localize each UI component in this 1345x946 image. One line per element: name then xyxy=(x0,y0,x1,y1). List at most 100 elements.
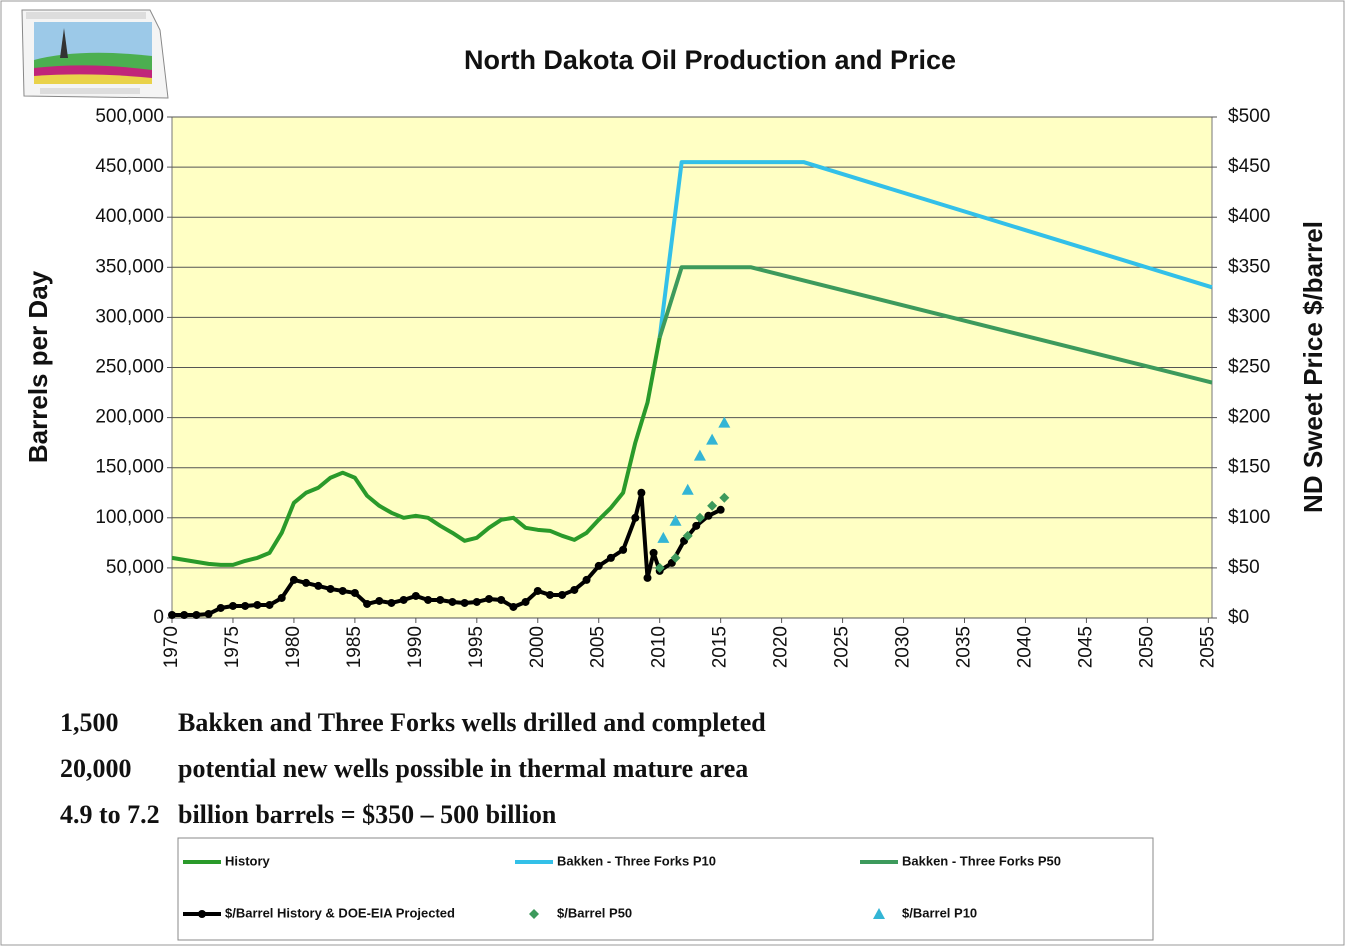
circle-marker xyxy=(643,573,652,582)
triangle-marker xyxy=(669,514,682,526)
circle-marker xyxy=(424,595,433,604)
circle-marker xyxy=(637,488,646,497)
circle-marker xyxy=(387,598,396,607)
circle-marker xyxy=(411,591,420,600)
circle-marker xyxy=(375,596,384,605)
circle-marker xyxy=(216,603,225,612)
circle-marker xyxy=(509,602,518,611)
note-text: billion barrels = $350 – 500 billion xyxy=(178,800,557,829)
circle-marker xyxy=(399,595,408,604)
note-text: Bakken and Three Forks wells drilled and… xyxy=(178,708,766,737)
circle-marker xyxy=(497,595,506,604)
y2-tick-label: $450 xyxy=(1228,156,1270,177)
x-tick-label: 1985 xyxy=(344,626,365,668)
x-tick-label: 2000 xyxy=(527,626,548,668)
x-tick-label: 2040 xyxy=(1014,626,1035,668)
circle-marker xyxy=(180,610,189,619)
note-number: 4.9 to 7.2 xyxy=(60,800,160,829)
circle-marker xyxy=(619,545,628,554)
circle-marker xyxy=(198,910,206,918)
circle-marker xyxy=(582,575,591,584)
circle-marker xyxy=(253,600,262,609)
plot-area: 0 50,000 100,000 150,000 200,000 250,000 300,0… xyxy=(95,106,1270,668)
x-tick-label: 2045 xyxy=(1075,626,1096,668)
legend-label: $/Barrel P10 xyxy=(902,905,977,920)
x-tick-label: 2035 xyxy=(954,626,975,668)
note-number: 1,500 xyxy=(60,708,119,737)
note-text: potential new wells possible in thermal … xyxy=(178,754,748,783)
circle-marker xyxy=(448,597,457,606)
circle-marker xyxy=(570,585,579,594)
circle-marker xyxy=(606,553,615,562)
circle-marker xyxy=(326,584,335,593)
circle-marker xyxy=(350,588,359,597)
y2-tick-label: $250 xyxy=(1228,357,1270,378)
y-axis-label: Barrels per Day xyxy=(23,270,53,463)
x-tick-label: 1980 xyxy=(283,626,304,668)
notes: 1,500 Bakken and Three Forks wells drille… xyxy=(60,708,766,829)
legend-box xyxy=(177,837,1154,941)
y-tick-label: 0 xyxy=(153,607,164,628)
y-tick-label: 500,000 xyxy=(95,106,164,127)
circle-marker xyxy=(289,575,298,584)
circle-marker xyxy=(692,521,701,530)
circle-marker xyxy=(533,586,542,595)
diamond-marker xyxy=(682,530,693,541)
series-line xyxy=(171,337,662,567)
logo xyxy=(21,9,169,99)
y2-tick-label: $100 xyxy=(1228,507,1270,528)
diamond-marker xyxy=(529,909,539,919)
triangle-marker xyxy=(718,416,731,428)
circle-marker xyxy=(594,561,603,570)
circle-marker xyxy=(649,548,658,557)
y2-tick-label: $150 xyxy=(1228,457,1270,478)
y-tick-label: 450,000 xyxy=(95,156,164,177)
circle-marker xyxy=(704,511,713,520)
y2-tick-label: $350 xyxy=(1228,256,1270,277)
y-tick-label: 150,000 xyxy=(95,457,164,478)
y2-tick-label: $300 xyxy=(1228,306,1270,327)
legend-label: Bakken - Three Forks P50 xyxy=(902,853,1061,868)
circle-marker xyxy=(204,609,213,618)
triangle-marker xyxy=(657,531,670,543)
legend-label: History xyxy=(225,853,271,868)
y2-axis-label: ND Sweet Price $/barrel xyxy=(1298,221,1328,513)
x-tick-label: 1970 xyxy=(161,626,182,668)
y-tick-label: 400,000 xyxy=(95,206,164,227)
x-tick-label: 2025 xyxy=(832,626,853,668)
x-tick-label: 2055 xyxy=(1197,626,1218,668)
circle-marker xyxy=(558,590,567,599)
x-tick-label: 2020 xyxy=(771,626,792,668)
note-number: 20,000 xyxy=(60,754,132,783)
series-line xyxy=(657,160,1213,338)
circle-marker xyxy=(716,505,725,514)
y-tick-label: 50,000 xyxy=(106,557,164,578)
y-tick-label: 200,000 xyxy=(95,407,164,428)
legend-label: Bakken - Three Forks P10 xyxy=(557,853,716,868)
y2-tick-label: $0 xyxy=(1228,607,1249,628)
x-tick-label: 1995 xyxy=(466,626,487,668)
circle-marker xyxy=(192,610,201,619)
y2-tick-label: $400 xyxy=(1228,206,1270,227)
diamond-marker xyxy=(707,500,718,511)
circle-marker xyxy=(228,601,237,610)
y-tick-label: 100,000 xyxy=(95,507,164,528)
x-tick-label: 2050 xyxy=(1136,626,1157,668)
x-tick-label: 2010 xyxy=(649,626,670,668)
circle-marker xyxy=(631,513,640,522)
diamond-marker xyxy=(719,492,730,503)
diamond-marker xyxy=(654,562,665,573)
y-tick-label: 250,000 xyxy=(95,357,164,378)
x-tick-label: 2005 xyxy=(588,626,609,668)
y-tick-label: 300,000 xyxy=(95,306,164,327)
legend: History Bakken - Three Forks P10 Bakken - … xyxy=(183,853,1061,920)
y2-tick-label: $500 xyxy=(1228,106,1270,127)
circle-marker xyxy=(521,597,530,606)
circle-marker xyxy=(484,594,493,603)
circle-marker xyxy=(241,601,250,610)
chart-title: North Dakota Oil Production and Price xyxy=(464,45,956,75)
circle-marker xyxy=(472,597,481,606)
legend-label: $/Barrel History & DOE-EIA Projected xyxy=(225,905,455,920)
x-tick-label: 2015 xyxy=(710,626,731,668)
